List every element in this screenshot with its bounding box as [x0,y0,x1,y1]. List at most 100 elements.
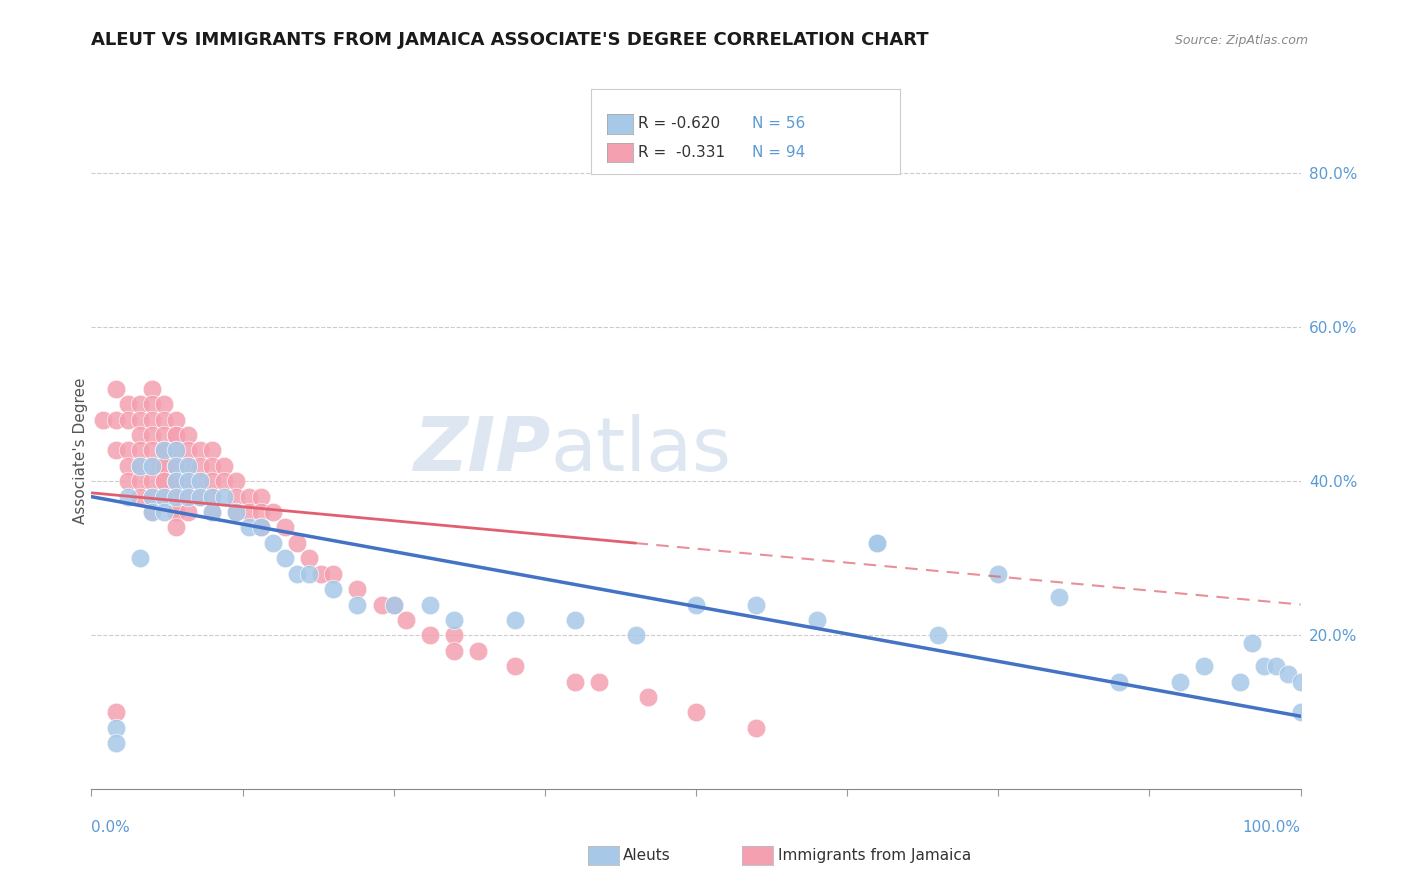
Y-axis label: Associate's Degree: Associate's Degree [73,377,87,524]
Point [128,458,150,473]
Point [141,443,163,458]
Point [177,490,200,504]
Point [1277,666,1299,681]
Point [685,706,707,720]
Point [188,475,211,489]
Point [165,505,187,519]
Point [1047,590,1070,604]
Point [153,443,176,458]
Point [382,598,405,612]
Point [395,613,418,627]
Point [141,475,163,489]
Point [165,412,187,426]
Text: Source: ZipAtlas.com: Source: ZipAtlas.com [1174,34,1308,46]
Point [346,598,368,612]
Point [274,551,297,566]
Point [153,443,176,458]
Point [285,536,308,550]
Point [188,458,211,473]
Point [685,598,707,612]
Point [177,458,200,473]
Text: ALEUT VS IMMIGRANTS FROM JAMAICA ASSOCIATE'S DEGREE CORRELATION CHART: ALEUT VS IMMIGRANTS FROM JAMAICA ASSOCIA… [91,31,929,49]
Point [201,475,224,489]
Point [214,490,236,504]
Point [141,428,163,442]
Point [201,505,224,519]
Point [214,458,236,473]
Point [128,490,150,504]
Point [117,412,139,426]
Point [141,458,163,473]
Point [165,458,187,473]
Point [128,428,150,442]
Point [128,458,150,473]
Point [177,475,200,489]
Point [188,490,211,504]
Point [153,475,176,489]
Point [153,397,176,411]
Point [249,520,271,534]
Point [298,551,321,566]
Point [238,520,260,534]
Point [165,443,187,458]
Point [165,458,187,473]
Point [153,443,176,458]
Text: atlas: atlas [551,414,733,487]
Point [177,443,200,458]
Point [117,397,139,411]
Point [104,721,127,735]
Point [153,458,176,473]
Point [201,505,224,519]
Point [153,475,176,489]
Point [117,443,139,458]
Point [153,412,176,426]
Point [298,566,321,581]
Point [419,628,441,642]
Text: 0.0%: 0.0% [91,821,131,835]
Point [322,566,344,581]
Point [262,505,284,519]
Point [165,505,187,519]
Point [1241,636,1264,650]
Point [866,536,889,550]
Point [1265,659,1288,673]
Text: Aleuts: Aleuts [623,848,671,863]
Point [165,520,187,534]
Point [141,505,163,519]
Point [153,490,176,504]
Point [165,428,187,442]
Point [128,443,150,458]
Point [104,443,127,458]
Point [188,443,211,458]
Point [128,475,150,489]
Point [128,397,150,411]
Point [806,613,828,627]
Point [443,628,465,642]
Point [104,706,127,720]
Point [564,674,586,689]
Point [214,475,236,489]
Point [238,505,260,519]
Point [104,736,127,750]
Point [201,490,224,504]
Point [165,428,187,442]
Point [249,490,271,504]
Point [637,690,659,704]
Point [117,458,139,473]
Point [503,613,526,627]
Point [927,628,949,642]
Text: ZIP: ZIP [413,414,551,487]
Point [382,598,405,612]
Point [153,505,176,519]
Point [141,490,163,504]
Point [1289,674,1312,689]
Point [141,382,163,396]
Point [141,490,163,504]
Point [188,490,211,504]
Point [201,443,224,458]
Point [104,412,127,426]
Point [165,490,187,504]
Point [153,490,176,504]
Point [1168,674,1191,689]
Point [225,505,247,519]
